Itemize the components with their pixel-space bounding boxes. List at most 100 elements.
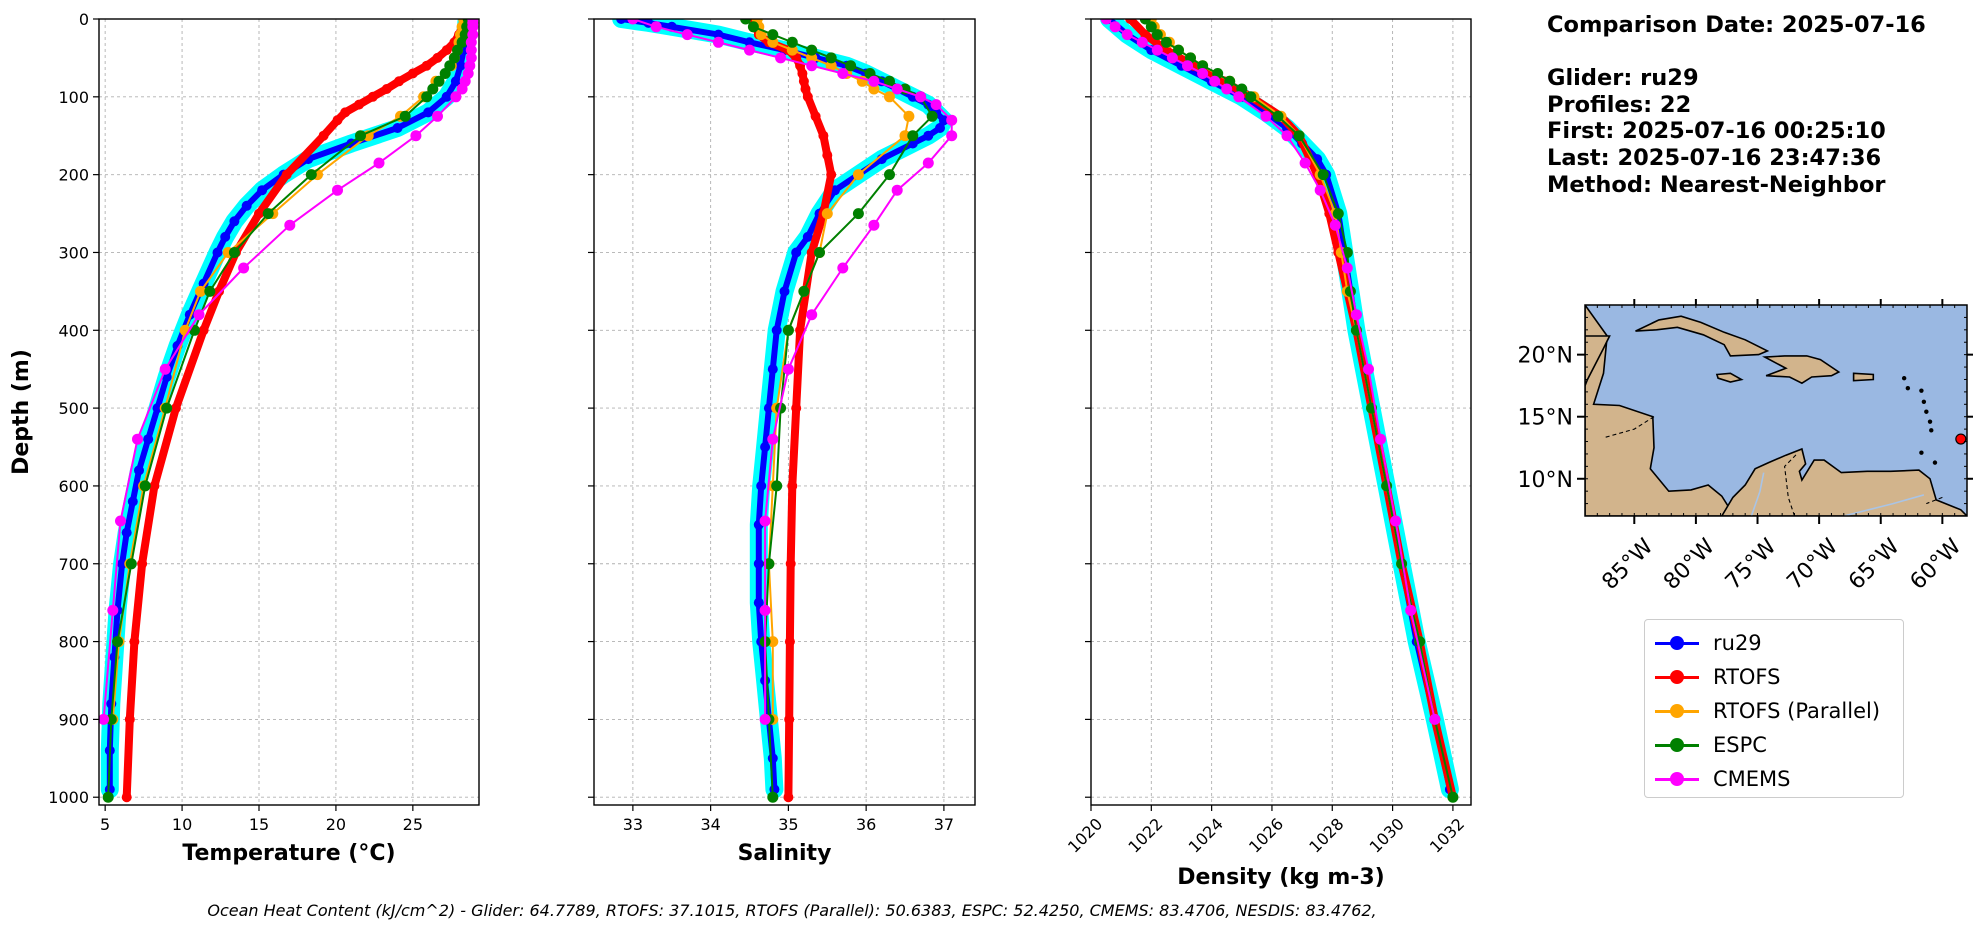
point-cmems xyxy=(467,21,479,33)
land-yucatan xyxy=(1585,335,1611,386)
point-ru29 xyxy=(802,231,813,242)
point-rtofs-parallel xyxy=(825,60,837,72)
y-tick-label: 700 xyxy=(58,555,89,574)
land-puerto-rico xyxy=(1852,372,1875,382)
point-rtofs xyxy=(394,76,404,87)
point-cmems xyxy=(115,515,126,527)
point-rtofs xyxy=(826,169,837,180)
point-rtofs xyxy=(822,150,833,161)
point-ru29 xyxy=(779,286,790,297)
point-rtofs xyxy=(806,247,817,258)
x-tick-label: 5 xyxy=(100,815,110,834)
point-rtofs-parallel xyxy=(868,83,880,95)
point-rtofs xyxy=(441,45,452,56)
series-ru29-spread xyxy=(1100,19,1459,799)
point-cmems xyxy=(456,83,468,95)
point-cmems xyxy=(759,713,771,725)
point-rtofs-parallel xyxy=(821,208,833,220)
point-cmems xyxy=(915,91,927,103)
y-axis-label: Depth (m) xyxy=(9,349,34,475)
point-rtofs xyxy=(421,60,432,71)
panel-temperature: 5 10 15 20 25 0 100 200 300 400 500 600 700 800 900 100… xyxy=(9,10,480,866)
point-cmems xyxy=(1314,184,1326,196)
x-axis-label: Density (kg m-3) xyxy=(1177,865,1385,890)
map-x-tick-label: 65°W xyxy=(1844,534,1905,595)
point-rtofs xyxy=(802,91,813,102)
point-ru29 xyxy=(753,558,764,569)
point-rtofs xyxy=(137,558,148,569)
point-cmems xyxy=(373,157,385,169)
point-rtofs xyxy=(318,130,329,141)
point-cmems xyxy=(1151,44,1163,56)
panel-salinity: 33 34 35 36 37 Salinity xyxy=(588,18,976,866)
x-tick-label: 10 xyxy=(172,815,192,834)
point-cmems xyxy=(837,262,849,274)
country-border xyxy=(1784,453,1798,516)
point-ru29 xyxy=(791,247,802,258)
legend-label: RTOFS xyxy=(1713,665,1781,689)
y-tick-label: 300 xyxy=(58,243,89,262)
point-rtofs xyxy=(1125,19,1136,24)
map-x-tick-label: 60°W xyxy=(1906,534,1967,595)
y-tick-label: 200 xyxy=(58,166,89,185)
series-ru29-line xyxy=(1106,19,1453,793)
x-tick-label: 1020 xyxy=(1064,814,1106,856)
y-tick-label: 400 xyxy=(58,321,89,340)
x-tick-label: 1026 xyxy=(1245,814,1287,856)
point-rtofs xyxy=(785,558,796,569)
point-espc xyxy=(1160,36,1172,48)
x-axis-label: Salinity xyxy=(738,841,832,866)
point-rtofs xyxy=(381,84,392,94)
point-rtofs xyxy=(818,130,829,141)
legend-item-rtofs-parallel: RTOFS (Parallel) xyxy=(1655,694,1893,728)
x-tick-label: 34 xyxy=(700,815,720,834)
island xyxy=(1919,388,1924,393)
point-rtofs xyxy=(124,714,135,725)
y-tick-label: 500 xyxy=(58,399,89,418)
point-espc xyxy=(305,169,317,181)
point-cmems xyxy=(1209,75,1221,87)
point-rtofs-parallel xyxy=(903,110,915,122)
point-cmems xyxy=(627,19,639,25)
point-ru29 xyxy=(616,19,627,24)
point-espc xyxy=(427,83,439,95)
map-y-tick-label: 20°N xyxy=(1518,344,1573,369)
ohc-footer: Ocean Heat Content (kJ/cm^2) - Glider: 6… xyxy=(207,901,1377,920)
island xyxy=(1905,385,1911,391)
point-cmems xyxy=(922,157,934,169)
profiles-count: Profiles: 22 xyxy=(1547,91,1692,118)
point-rtofs xyxy=(332,115,343,126)
point-rtofs xyxy=(798,76,809,87)
point-espc xyxy=(814,247,825,258)
point-espc xyxy=(204,285,216,297)
comparison-date: Comparison Date: 2025-07-16 xyxy=(1547,12,1926,38)
land-hispaniola xyxy=(1762,355,1841,385)
axes-frame xyxy=(593,18,976,806)
point-cmems xyxy=(193,309,205,321)
point-espc xyxy=(798,285,810,297)
axes-frame xyxy=(98,18,480,806)
point-ru29 xyxy=(257,185,268,196)
point-cmems xyxy=(930,99,942,111)
point-cmems xyxy=(465,36,477,48)
point-ru29 xyxy=(756,480,767,491)
point-cmems xyxy=(806,309,818,321)
island xyxy=(1929,428,1934,433)
legend-swatch xyxy=(1655,633,1699,653)
x-tick-label: 35 xyxy=(778,815,798,834)
point-cmems xyxy=(1233,91,1245,103)
island xyxy=(1919,450,1924,455)
point-espc xyxy=(825,52,837,64)
legend-label: CMEMS xyxy=(1713,767,1791,791)
point-cmems xyxy=(1390,515,1402,527)
y-tick-label: 900 xyxy=(58,710,89,729)
x-axis-label: Temperature (°C) xyxy=(182,841,395,866)
legend-item-rtofs: RTOFS xyxy=(1655,660,1893,694)
series-ru29-line xyxy=(618,19,947,793)
point-rtofs xyxy=(784,636,795,647)
point-ru29 xyxy=(121,527,132,538)
plot-area xyxy=(99,19,479,803)
point-cmems xyxy=(759,515,771,527)
point-espc xyxy=(125,558,137,570)
